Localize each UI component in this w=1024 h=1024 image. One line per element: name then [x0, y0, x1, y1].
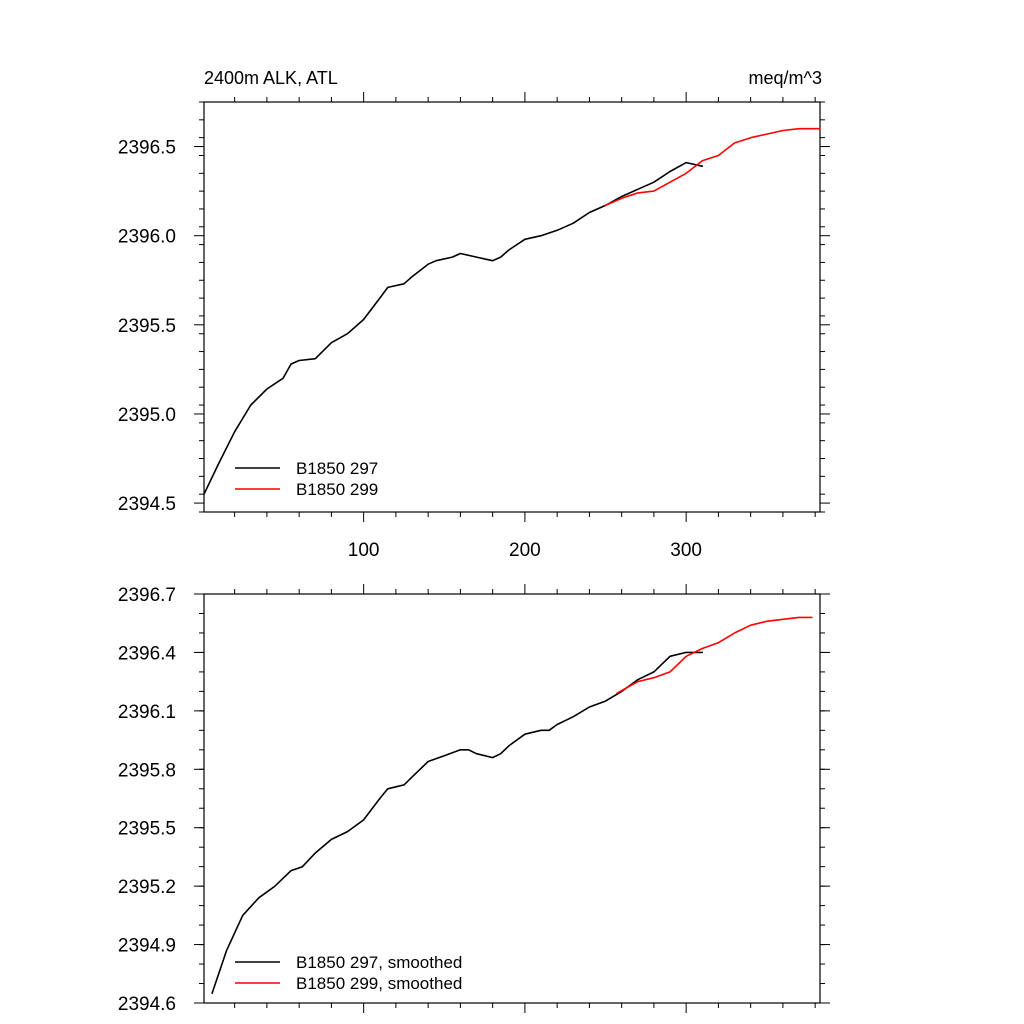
legend-label-1: B1850 297, smoothed [296, 953, 462, 972]
bottom-panel: 2394.6 2394.9 2395.2 2395.5 2395.8 2396.1 2396… [118, 584, 830, 1015]
x-tick-label: 100 [348, 540, 380, 561]
series-line-2 [615, 616, 813, 695]
series-line-2 [604, 127, 821, 207]
top-panel: 100 200 300 2394.5 2395.0 2395.5 2396.0 2396.5 B… [118, 92, 830, 561]
plot-frame [203, 101, 821, 513]
series-line-1 [203, 161, 704, 496]
y-tick-label: 2396.5 [118, 138, 176, 159]
chart-title-left: 2400m ALK, ATL [204, 68, 338, 88]
y-tick-label: 2395.5 [118, 819, 176, 840]
y-tick-label: 2394.5 [118, 494, 176, 515]
y-tick-label: 2396.4 [118, 643, 177, 664]
x-tick-label: 300 [670, 540, 702, 561]
series-line-1 [211, 651, 704, 995]
y-tick-label: 2396.0 [118, 227, 176, 248]
y-tick-label: 2395.2 [118, 877, 176, 898]
y-tick-label: 2395.5 [118, 316, 176, 337]
legend-label-2: B1850 299, smoothed [296, 974, 462, 993]
y-tick-label: 2395.8 [118, 760, 176, 781]
x-tick-label: 200 [509, 540, 541, 561]
y-tick-label: 2396.1 [118, 702, 176, 723]
y-tick-label: 2394.9 [118, 936, 176, 957]
y-tick-label: 2394.6 [118, 994, 176, 1015]
legend-label-2: B1850 299 [296, 480, 378, 499]
chart-title-right: meq/m^3 [749, 68, 822, 88]
y-tick-label: 2395.0 [118, 405, 176, 426]
y-tick-label: 2396.7 [118, 585, 176, 606]
plot-frame [203, 593, 821, 1004]
legend-label-1: B1850 297 [296, 459, 378, 478]
